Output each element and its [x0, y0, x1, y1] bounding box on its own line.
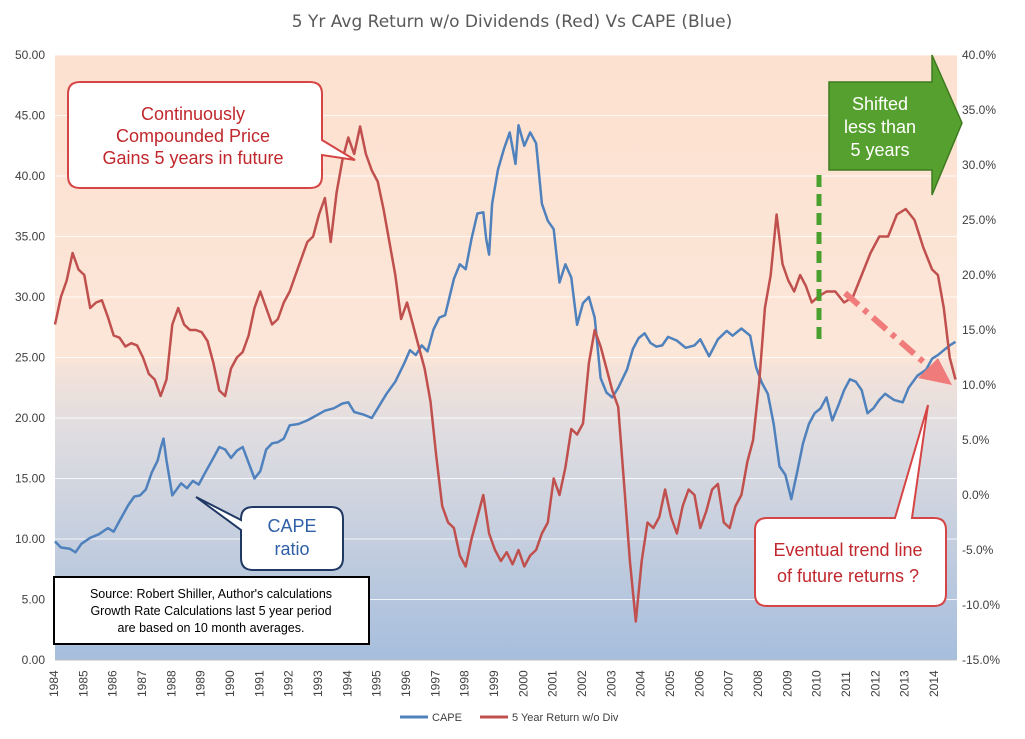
x-tick-label: 1985 — [76, 670, 90, 697]
left-tick-label: 40.00 — [15, 169, 45, 183]
source-line3: are based on 10 month averages. — [118, 621, 305, 635]
x-tick-label: 1987 — [135, 670, 149, 697]
x-tick-label: 1999 — [487, 670, 501, 697]
right-tick-label: 10.0% — [962, 378, 996, 392]
left-axis-ticks: 0.00 5.00 10.00 15.00 20.00 25.00 30.00 35.00 40… — [15, 48, 45, 667]
left-tick-label: 50.00 — [15, 48, 45, 62]
right-tick-label: 30.0% — [962, 158, 996, 172]
x-tick-label: 1996 — [399, 670, 413, 697]
callout-cape-line1: CAPE — [267, 516, 316, 536]
callout-trend-line2: of future returns ? — [777, 566, 919, 586]
x-tick-label: 2005 — [663, 670, 677, 697]
callout-cape: CAPE ratio — [195, 496, 344, 571]
x-tick-label: 2003 — [604, 670, 618, 697]
source-line2: Growth Rate Calculations last 5 year per… — [90, 604, 331, 618]
callout-trend-line1: Eventual trend line — [773, 540, 922, 560]
x-tick-label: 1995 — [370, 670, 384, 697]
legend-label-cape: CAPE — [432, 712, 462, 724]
right-tick-label: 40.0% — [962, 48, 996, 62]
gridlines — [55, 54, 957, 661]
x-tick-label: 2009 — [780, 670, 794, 697]
left-tick-label: 10.00 — [15, 532, 45, 546]
callout-shift-arrow — [828, 54, 963, 196]
x-tick-label: 2014 — [927, 670, 941, 697]
callout-shift-line3: 5 years — [850, 140, 909, 160]
callout-shift: Shifted less than 5 years — [828, 54, 963, 196]
left-tick-label: 35.00 — [15, 230, 45, 244]
legend-label-return: 5 Year Return w/o Div — [512, 712, 619, 724]
callout-returns: Continuously Compounded Price Gains 5 ye… — [67, 81, 356, 189]
x-tick-label: 2013 — [898, 670, 912, 697]
left-tick-label: 5.00 — [22, 593, 46, 607]
right-tick-label: 0.0% — [962, 488, 990, 502]
callout-shift-line1: Shifted — [852, 94, 908, 114]
callout-trend: Eventual trend line of future returns ? — [754, 404, 947, 607]
x-tick-label: 2011 — [839, 671, 853, 697]
right-tick-label: 20.0% — [962, 268, 996, 282]
trend-arrow-head — [918, 358, 952, 385]
left-tick-label: 20.00 — [15, 411, 45, 425]
callout-returns-box — [67, 81, 356, 189]
x-tick-label: 2012 — [868, 670, 882, 697]
callout-returns-line2: Compounded Price — [116, 126, 270, 146]
source-box: Source: Robert Shiller, Author's calcula… — [53, 576, 370, 645]
x-tick-label: 1991 — [252, 670, 266, 697]
left-tick-label: 15.00 — [15, 472, 45, 486]
callout-returns-line3: Gains 5 years in future — [102, 148, 283, 168]
callout-trend-box — [754, 404, 947, 607]
x-tick-label: 2001 — [546, 670, 560, 697]
legend: CAPE 5 Year Return w/o Div — [400, 712, 619, 724]
x-tick-label: 2002 — [575, 670, 589, 697]
right-tick-label: -15.0% — [962, 653, 1000, 667]
x-axis-ticks: 1984 1985 1986 1987 1988 1989 1990 1991 1992 1993… — [47, 670, 941, 697]
left-tick-label: 0.00 — [22, 653, 46, 667]
x-tick-label: 1984 — [47, 670, 61, 697]
x-tick-label: 1990 — [223, 670, 237, 697]
x-tick-label: 1989 — [194, 670, 208, 697]
x-tick-label: 2010 — [810, 670, 824, 697]
callout-cape-line2: ratio — [274, 539, 309, 559]
series-line-return — [53, 125, 957, 623]
right-tick-label: -10.0% — [962, 598, 1000, 612]
x-tick-label: 1993 — [311, 670, 325, 697]
x-tick-label: 1998 — [458, 670, 472, 697]
left-tick-label: 25.00 — [15, 351, 45, 365]
right-tick-label: 5.0% — [962, 433, 990, 447]
x-tick-label: 1994 — [340, 670, 354, 697]
x-tick-label: 1986 — [106, 670, 120, 697]
left-tick-label: 45.00 — [15, 109, 45, 123]
x-tick-label: 1992 — [282, 670, 296, 697]
right-tick-label: -5.0% — [962, 543, 994, 557]
x-tick-label: 2004 — [634, 670, 648, 697]
right-axis-ticks: -15.0% -10.0% -5.0% 0.0% 5.0% 10.0% 15.0% 20.0%… — [962, 48, 1000, 667]
x-tick-label: 2007 — [722, 670, 736, 697]
right-tick-label: 25.0% — [962, 213, 996, 227]
callout-returns-line1: Continuously — [141, 104, 245, 124]
left-tick-label: 30.00 — [15, 290, 45, 304]
x-tick-label: 2008 — [751, 670, 765, 697]
x-tick-label: 1997 — [428, 670, 442, 697]
right-tick-label: 35.0% — [962, 103, 996, 117]
x-tick-label: 2006 — [692, 670, 706, 697]
callout-shift-line2: less than — [844, 117, 916, 137]
source-box-frame — [53, 576, 370, 645]
x-tick-label: 1988 — [164, 670, 178, 697]
callout-cape-box — [195, 496, 344, 571]
series-line-cape — [54, 123, 957, 554]
x-tick-label: 2000 — [516, 670, 530, 697]
source-line1: Source: Robert Shiller, Author's calcula… — [90, 587, 332, 601]
chart-title: 5 Yr Avg Return w/o Dividends (Red) Vs C… — [292, 12, 732, 32]
right-tick-label: 15.0% — [962, 323, 996, 337]
